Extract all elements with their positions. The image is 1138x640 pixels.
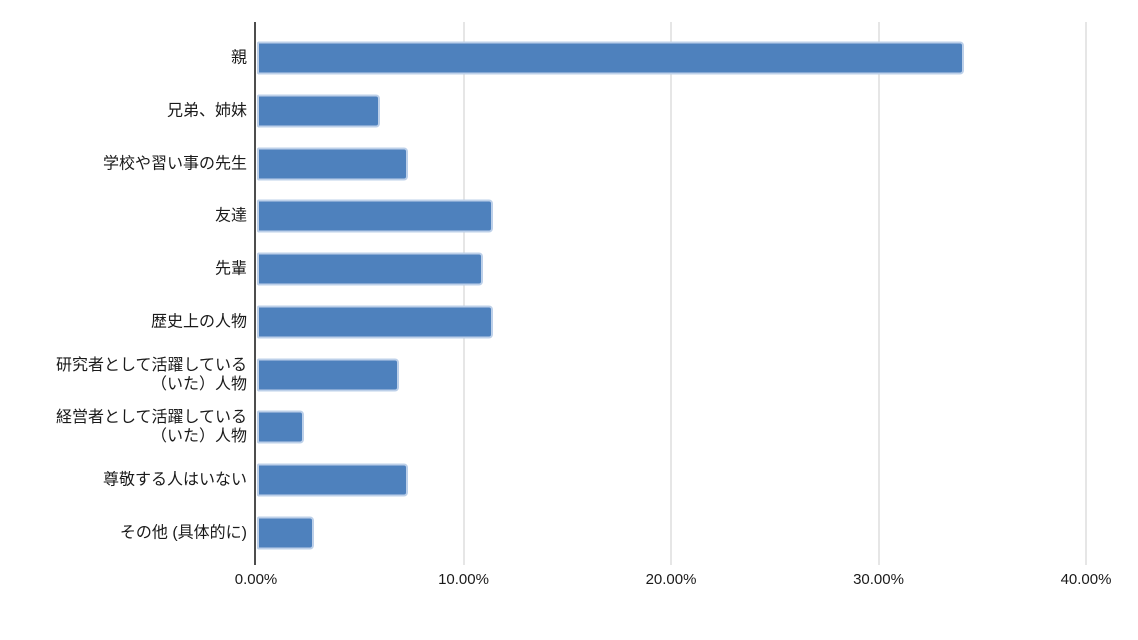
bar-track xyxy=(256,94,1086,128)
x-tick-label: 0.00% xyxy=(234,571,278,588)
chart-rows: 親兄弟、姉妹学校や習い事の先生友達先輩歴史上の人物研究者として活躍している （いた… xyxy=(0,32,1138,559)
bar-親[interactable] xyxy=(257,41,965,75)
bar-track xyxy=(256,410,1086,444)
category-label: 先輩 xyxy=(214,260,247,278)
x-tick-label: 20.00% xyxy=(645,571,697,588)
category-label: 研究者として活躍している （いた）人物 xyxy=(55,356,247,393)
bar-track xyxy=(256,358,1086,392)
bar-兄弟、姉妹[interactable] xyxy=(257,94,380,128)
category-label: 友達 xyxy=(214,207,247,225)
x-tick-label: 30.00% xyxy=(853,571,904,588)
bar-研究者として活躍している（いた）人物[interactable] xyxy=(257,358,399,392)
bar-row: その他 (具体的に) xyxy=(0,506,1138,559)
x-axis: 0.00% 10.00% 20.00% 30.00% 40.00% xyxy=(235,571,1112,591)
category-label: 尊敬する人はいない xyxy=(102,471,247,489)
bar-track xyxy=(256,252,1086,286)
bar-track xyxy=(256,147,1086,181)
category-label: その他 (具体的に) xyxy=(119,524,247,542)
gridline-10.00% xyxy=(463,22,464,565)
bar-row: 歴史上の人物 xyxy=(0,296,1138,349)
bar-row: 経営者として活躍している （いた）人物 xyxy=(0,401,1138,454)
plot-area xyxy=(256,22,1087,565)
bar-track xyxy=(256,516,1086,550)
gridline-30.00% xyxy=(878,22,879,565)
bar-歴史上の人物[interactable] xyxy=(257,305,493,339)
x-tick-label: 40.00% xyxy=(1060,571,1112,588)
bar-経営者として活躍している（いた）人物[interactable] xyxy=(257,410,305,444)
bar-row: 親 xyxy=(0,32,1138,85)
category-label: 親 xyxy=(230,49,247,67)
gridline-40.00% xyxy=(1085,22,1087,565)
bar-row: 研究者として活躍している （いた）人物 xyxy=(0,348,1138,401)
category-label: 経営者として活躍している （いた）人物 xyxy=(55,409,247,446)
category-label: 兄弟、姉妹 xyxy=(166,102,247,120)
gridline-20.00% xyxy=(670,22,672,565)
category-label: 学校や習い事の先生 xyxy=(102,155,247,173)
bar-その他 (具体的に)[interactable] xyxy=(257,516,314,550)
bar-row: 兄弟、姉妹 xyxy=(0,85,1138,138)
category-label: 歴史上の人物 xyxy=(150,313,247,331)
x-tick-label: 10.00% xyxy=(438,571,489,588)
y-axis-line xyxy=(254,22,256,565)
bar-track xyxy=(256,463,1086,497)
bar-row: 尊敬する人はいない xyxy=(0,454,1138,507)
bar-学校や習い事の先生[interactable] xyxy=(257,147,408,181)
bar-track xyxy=(256,41,1086,75)
bar-track xyxy=(256,305,1086,339)
bar-先輩[interactable] xyxy=(257,252,484,286)
bar-track xyxy=(256,199,1086,233)
bar-row: 先輩 xyxy=(0,243,1138,296)
bar-row: 学校や習い事の先生 xyxy=(0,137,1138,190)
bar-友達[interactable] xyxy=(257,199,493,233)
bar-尊敬する人はいない[interactable] xyxy=(257,463,408,497)
bar-row: 友達 xyxy=(0,190,1138,243)
